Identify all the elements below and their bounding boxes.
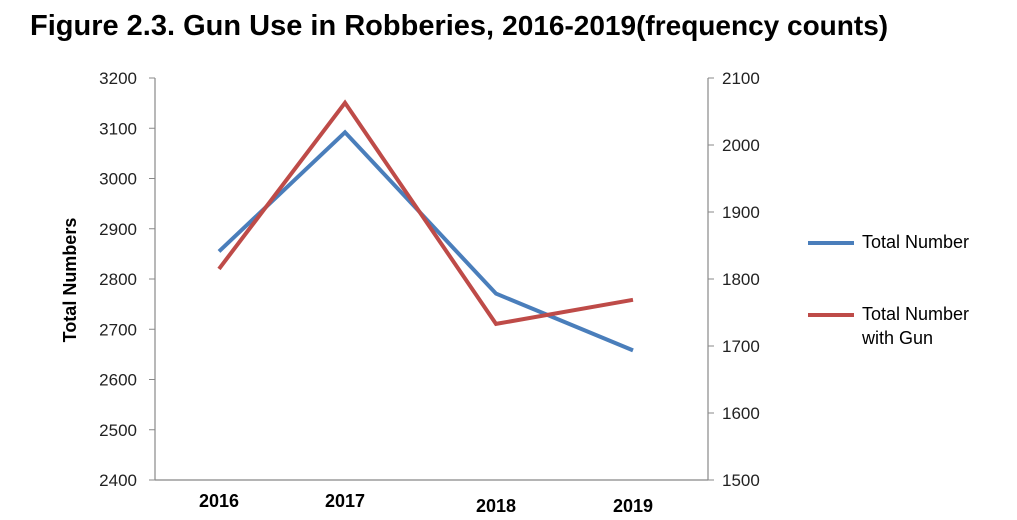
y-left-tick-label: 2900 [99, 220, 137, 239]
y-right-tick-label: 1700 [722, 337, 760, 356]
y-right-tick-label: 1500 [722, 471, 760, 490]
y-left-tick-label: 2600 [99, 371, 137, 390]
x-tick-label: 2016 [199, 491, 239, 511]
series-line-0 [217, 129, 634, 353]
y-left-tick-label: 3200 [99, 69, 137, 88]
y-left-tick-label: 2500 [99, 421, 137, 440]
y-left-tick-label: 3100 [99, 119, 137, 138]
legend-swatch-gun [808, 313, 854, 317]
chart-title-main: Figure 2.3. Gun Use in Robberies, [30, 10, 495, 42]
chart-legend: Total Number Total Number with Gun [808, 230, 992, 398]
legend-label-gun: Total Number with Gun [862, 304, 970, 348]
chart-title-range: 2016-2019(frequency counts) [502, 10, 889, 41]
y-left-tick-label: 2800 [99, 270, 137, 289]
x-tick-label: 2019 [613, 496, 653, 516]
y-right-tick-label: 1600 [722, 404, 760, 423]
y-left-tick-label: 2400 [99, 471, 137, 490]
chart-lines [217, 99, 634, 353]
legend-label-total: Total Number [862, 232, 970, 252]
legend-item-total: Total Number [808, 230, 992, 254]
x-tick-label: 2018 [476, 496, 516, 516]
x-tick-label: 2017 [325, 491, 365, 511]
y-axis-label: Total Numbers [60, 218, 80, 343]
chart-ticks: 2400 2500 2600 2700 2800 2900 3000 3100 3200 1500… [99, 69, 760, 516]
legend-swatch-total [808, 241, 854, 245]
y-right-tick-label: 1800 [722, 270, 760, 289]
legend-item-gun: Total Number with Gun [808, 302, 992, 350]
chart-axes [154, 78, 709, 481]
y-left-tick-label: 2700 [99, 320, 137, 339]
chart-title: Figure 2.3. Gun Use in Robberies, 2016-2… [30, 10, 888, 43]
y-right-tick-label: 2100 [722, 69, 760, 88]
series-line-1 [217, 99, 634, 327]
y-right-tick-label: 1900 [722, 203, 760, 222]
y-left-tick-label: 3000 [99, 170, 137, 189]
y-right-tick-label: 2000 [722, 136, 760, 155]
